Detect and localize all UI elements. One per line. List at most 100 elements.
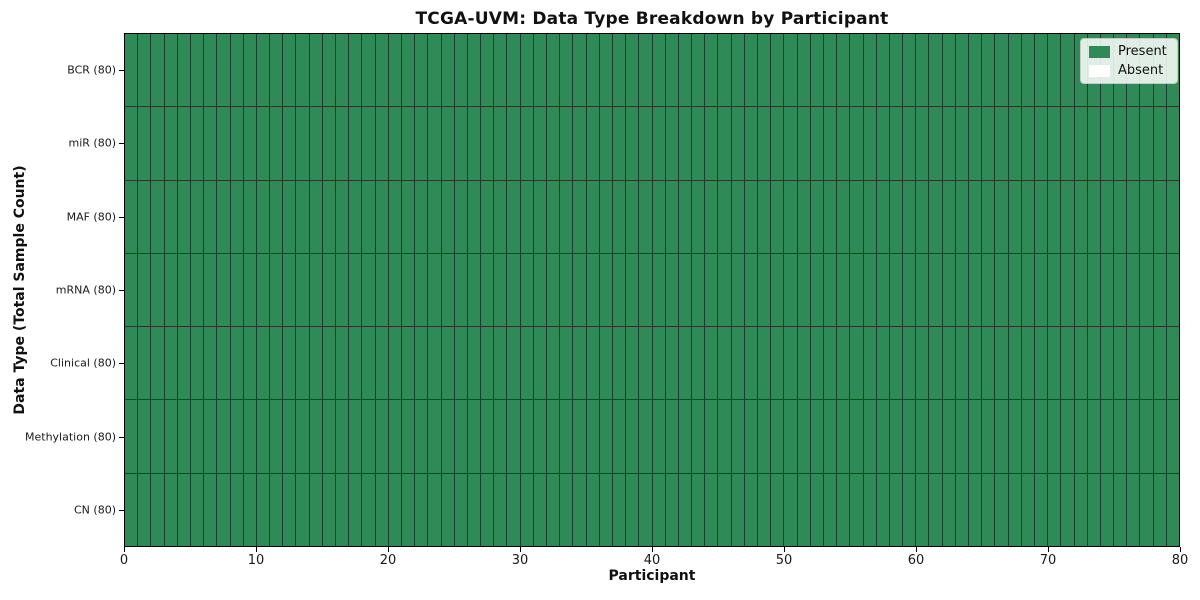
heatmap-cell xyxy=(771,180,784,253)
heatmap-cell xyxy=(929,327,942,400)
heatmap-cell xyxy=(903,107,916,180)
heatmap-cell xyxy=(309,473,322,546)
heatmap-cell xyxy=(230,327,243,400)
heatmap-cell xyxy=(744,180,757,253)
heatmap-cell xyxy=(454,253,467,327)
heatmap-cell xyxy=(665,107,678,180)
heatmap-cell xyxy=(296,180,309,253)
x-tick-mark xyxy=(1180,547,1181,552)
heatmap-cell xyxy=(1048,400,1061,473)
heatmap-cell xyxy=(1048,253,1061,327)
heatmap-cell xyxy=(612,400,626,473)
heatmap-cell xyxy=(863,400,876,473)
heatmap-cell xyxy=(678,473,692,546)
heatmap-cell xyxy=(1114,400,1127,473)
heatmap-cell xyxy=(586,473,599,546)
x-tick-label: 0 xyxy=(119,553,129,568)
heatmap-cell xyxy=(863,107,876,180)
heatmap-cell xyxy=(678,327,692,400)
heatmap-cell xyxy=(705,400,718,473)
heatmap-cell xyxy=(612,327,626,400)
y-tick-label: CN (80) xyxy=(74,503,116,517)
heatmap-cell xyxy=(454,107,467,180)
heatmap-cell xyxy=(823,34,837,107)
heatmap-cell xyxy=(428,34,441,107)
heatmap-cell xyxy=(467,327,481,400)
heatmap-cell xyxy=(401,400,415,473)
heatmap-cell xyxy=(639,34,652,107)
heatmap-cell xyxy=(296,253,309,327)
heatmap-cell xyxy=(204,400,217,473)
heatmap-cell xyxy=(309,34,322,107)
heatmap-cell xyxy=(401,327,415,400)
heatmap-cell xyxy=(639,253,652,327)
heatmap-cell xyxy=(955,400,968,473)
heatmap-cell xyxy=(678,34,692,107)
heatmap-cell xyxy=(982,253,995,327)
heatmap-cell xyxy=(784,180,797,253)
heatmap-cell xyxy=(507,327,520,400)
heatmap-cell xyxy=(309,107,322,180)
heatmap-cell xyxy=(705,473,718,546)
heatmap-cell xyxy=(823,473,837,546)
heatmap-cell xyxy=(784,107,797,180)
heatmap-cell xyxy=(1008,34,1021,107)
x-tick-mark xyxy=(520,547,521,552)
heatmap-cell xyxy=(982,400,995,473)
heatmap-cell xyxy=(362,107,375,180)
heatmap-cell xyxy=(1048,327,1061,400)
heatmap-cell xyxy=(744,34,757,107)
heatmap-cell xyxy=(441,34,454,107)
heatmap-cell xyxy=(599,180,612,253)
heatmap-cell xyxy=(903,400,916,473)
heatmap-cell xyxy=(283,327,296,400)
heatmap-cell xyxy=(217,34,230,107)
heatmap-cell xyxy=(533,327,546,400)
heatmap-cell xyxy=(322,253,335,327)
heatmap-cell xyxy=(586,400,599,473)
heatmap-cell xyxy=(1153,327,1166,400)
heatmap-cell xyxy=(705,34,718,107)
heatmap-cell xyxy=(771,253,784,327)
heatmap-cell xyxy=(560,400,573,473)
heatmap-cell xyxy=(837,180,850,253)
heatmap-cell xyxy=(1140,180,1153,253)
heatmap-cell xyxy=(1140,327,1153,400)
heatmap-cell xyxy=(138,253,151,327)
heatmap-cell xyxy=(876,473,889,546)
heatmap-cell xyxy=(916,400,929,473)
legend-swatch-present-icon xyxy=(1089,45,1110,58)
heatmap-cell xyxy=(1087,400,1100,473)
heatmap-cell xyxy=(889,107,903,180)
heatmap-cell xyxy=(401,180,415,253)
heatmap-cell xyxy=(125,34,138,107)
heatmap-cell xyxy=(375,253,388,327)
y-tick-label: MAF (80) xyxy=(66,210,116,224)
heatmap-cell xyxy=(1021,253,1034,327)
heatmap-cell xyxy=(560,253,573,327)
heatmap-cell xyxy=(1100,253,1114,327)
heatmap-cell xyxy=(1100,400,1114,473)
heatmap-cell xyxy=(969,107,982,180)
heatmap-cell xyxy=(1140,473,1153,546)
heatmap-cell xyxy=(573,253,586,327)
heatmap-cell xyxy=(903,34,916,107)
heatmap-cell xyxy=(665,327,678,400)
heatmap-cell xyxy=(415,400,428,473)
heatmap-cell xyxy=(190,473,204,546)
heatmap-cell xyxy=(955,107,968,180)
heatmap-cell xyxy=(256,473,270,546)
heatmap-cell xyxy=(230,34,243,107)
heatmap-cell xyxy=(151,107,164,180)
heatmap-cell xyxy=(652,107,665,180)
heatmap-cell xyxy=(942,34,955,107)
heatmap-cell xyxy=(388,327,401,400)
heatmap-cell xyxy=(481,180,494,253)
heatmap-cell xyxy=(494,34,507,107)
heatmap-cell xyxy=(349,253,362,327)
heatmap-cell xyxy=(586,34,599,107)
heatmap-cell xyxy=(1061,34,1074,107)
heatmap-cell xyxy=(916,107,929,180)
heatmap-cell xyxy=(652,253,665,327)
heatmap-cell xyxy=(1166,253,1179,327)
